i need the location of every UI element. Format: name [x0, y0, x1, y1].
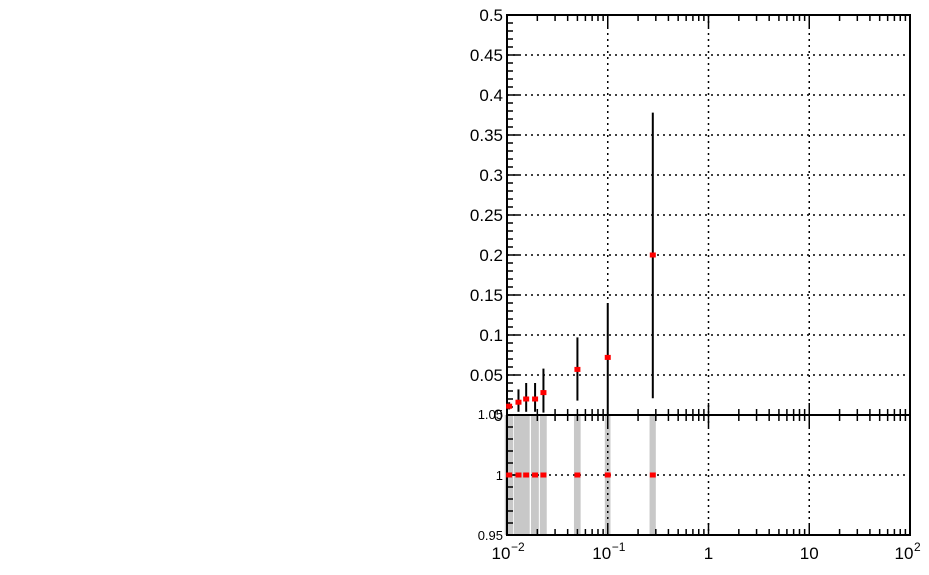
main-y-tick-label: 0.3	[479, 166, 503, 185]
main-y-tick-label: 0.25	[470, 206, 503, 225]
data-point	[523, 396, 530, 402]
data-point	[649, 252, 656, 258]
x-tick-label-exponent: −2	[511, 540, 525, 554]
x-tick-label-exponent: −1	[612, 540, 626, 554]
main-y-tick-label: 0.1	[479, 326, 503, 345]
x-tick-label: 10	[800, 544, 819, 563]
main-y-tick-label: 0.35	[470, 126, 503, 145]
data-point	[532, 396, 539, 402]
main-panel: 0.05 0.1 0.15 0.2 0.25 0.3 0.35 0.4 0.45 0.5 0	[470, 6, 911, 425]
data-point	[540, 390, 547, 396]
ratio-point	[532, 472, 539, 478]
data-point	[506, 403, 513, 409]
main-y-tick-label: 0.45	[470, 46, 503, 65]
x-tick-label: 10 2	[895, 540, 921, 563]
x-tick-label-exponent: 2	[914, 540, 921, 554]
x-tick-label-base: 1	[704, 544, 713, 563]
ratio-point	[574, 472, 581, 478]
ratio-point	[604, 472, 611, 478]
ratio-point	[649, 472, 656, 478]
main-y-tick-label: 0.15	[470, 286, 503, 305]
ratio-y-tick-label: 0.95	[478, 528, 503, 543]
main-y-tick-label: 0.05	[470, 366, 503, 385]
x-tick-label-base: 10	[895, 544, 914, 563]
ratio-point	[506, 472, 513, 478]
x-tick-label-base: 10	[492, 544, 511, 563]
data-point	[515, 399, 522, 405]
ratio-y-tick-label: 1.05	[478, 407, 503, 422]
x-tick-label-base: 10	[592, 544, 611, 563]
ratio-point	[515, 472, 522, 478]
x-tick-label-base: 10	[800, 544, 819, 563]
ratio-point	[540, 472, 547, 478]
main-y-tick-label: 0.4	[479, 86, 503, 105]
x-tick-label: 10 −2	[492, 540, 525, 563]
main-y-tick-label: 0.2	[479, 246, 503, 265]
data-point	[604, 354, 611, 360]
main-y-tick-label: 0.5	[479, 6, 503, 25]
x-tick-label: 10 −1	[592, 540, 625, 563]
ratio-point	[523, 472, 530, 478]
main-y-tick-label-zero: 0	[494, 406, 503, 425]
ratio-y-tick-label: 1	[496, 468, 503, 483]
data-point	[574, 366, 581, 372]
x-tick-label: 1	[704, 544, 713, 563]
